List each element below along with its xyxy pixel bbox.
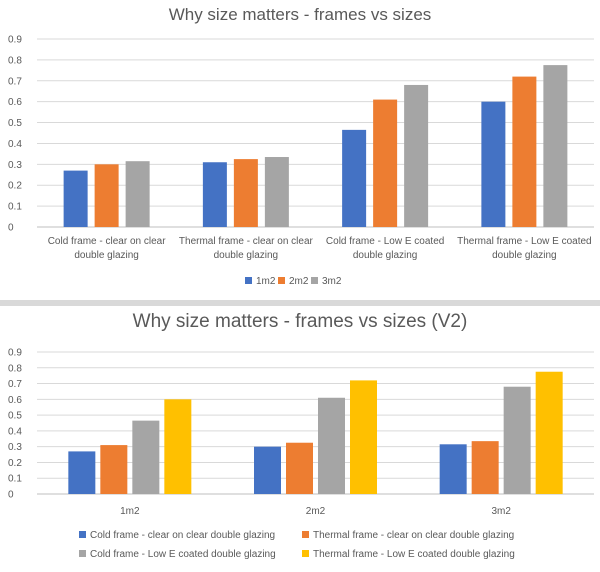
chart-divider: [0, 300, 600, 306]
bar: [373, 99, 398, 227]
bar: [350, 380, 377, 494]
legend-label: 1m2: [256, 276, 276, 287]
bar: [233, 159, 258, 227]
legend-label: Thermal frame - Low E coated double glaz…: [313, 549, 515, 560]
x-tick-label: 2m2: [306, 506, 326, 517]
chart-panel-frames-vs-sizes: Why size matters - frames vs sizes 0 0.1 0…: [8, 5, 594, 287]
bar: [535, 371, 563, 494]
x-tick-label: Cold frame - clear on clear: [48, 236, 166, 247]
bar: [439, 444, 467, 494]
y-tick-label: 0.1: [8, 202, 22, 213]
legend-label: 2m2: [289, 276, 309, 287]
bar-chart-frames-vs-sizes: 0 0.1 0.2 0.3 0.4 0.5 0.6 0.7 0.8 0.9 Cold frame -…: [8, 35, 594, 287]
y-tick-label: 0.4: [8, 426, 22, 437]
bar: [481, 101, 506, 227]
bar: [512, 76, 537, 227]
bar: [503, 386, 531, 494]
bar: [318, 397, 345, 494]
legend-label: Cold frame - Low E coated double glazing: [90, 549, 276, 560]
y-tick-label: 0.8: [8, 363, 22, 374]
y-tick-label: 0.3: [8, 160, 22, 171]
y-tick-label: 0.9: [8, 35, 22, 46]
bar: [543, 65, 568, 227]
legend-label: Cold frame - clear on clear double glazi…: [90, 530, 275, 541]
x-tick-label: 1m2: [120, 506, 140, 517]
legend-swatch: [311, 277, 318, 284]
bar: [342, 129, 367, 227]
y-tick-label: 0.2: [8, 181, 22, 192]
bar: [286, 442, 313, 494]
bar: [132, 420, 160, 494]
x-tick-label: double glazing: [492, 250, 557, 261]
x-tick-label: Thermal frame - Low E coated: [457, 236, 592, 247]
legend-swatch: [79, 550, 86, 557]
y-tick-label: 0.9: [8, 348, 22, 359]
bar: [164, 399, 192, 494]
x-tick-label: double glazing: [74, 250, 139, 261]
chart-title: Why size matters - frames vs sizes: [168, 5, 432, 24]
y-tick-label: 0.2: [8, 458, 22, 469]
y-tick-label: 0.1: [8, 474, 22, 485]
chart-panel-frames-vs-sizes-v2: Why size matters - frames vs sizes (V2) …: [0, 306, 600, 572]
bar: [404, 84, 429, 227]
y-tick-label: 0.8: [8, 55, 22, 66]
y-tick-label: 0: [8, 223, 14, 234]
y-tick-label: 0.5: [8, 118, 22, 129]
legend-swatch: [278, 277, 285, 284]
y-tick-label: 0.3: [8, 442, 22, 453]
bar: [202, 162, 227, 227]
x-tick-label: Thermal frame - clear on clear: [179, 236, 314, 247]
bar: [125, 161, 150, 227]
bar: [264, 157, 289, 227]
x-tick-label: Cold frame - Low E coated: [326, 236, 444, 247]
bar: [94, 164, 119, 227]
bar: [254, 446, 281, 494]
legend-swatch: [302, 550, 309, 557]
y-tick-label: 0.4: [8, 139, 22, 150]
legend-label: Thermal frame - clear on clear double gl…: [313, 530, 514, 541]
x-tick-label: 3m2: [491, 506, 511, 517]
y-tick-label: 0.7: [8, 379, 22, 390]
legend-swatch: [302, 531, 309, 538]
x-tick-label: double glazing: [353, 250, 418, 261]
y-tick-label: 0.6: [8, 97, 22, 108]
y-tick-label: 0: [8, 490, 14, 501]
bar: [68, 451, 96, 494]
y-tick-label: 0.6: [8, 395, 22, 406]
legend-swatch: [79, 531, 86, 538]
bar: [100, 445, 128, 494]
x-tick-label: double glazing: [214, 250, 279, 261]
bar: [63, 170, 88, 227]
bar: [471, 441, 499, 494]
y-tick-label: 0.7: [8, 76, 22, 87]
legend-label: 3m2: [322, 276, 342, 287]
chart-title: Why size matters - frames vs sizes (V2): [132, 311, 468, 332]
bar-chart-frames-vs-sizes-v2: 0 0.1 0.2 0.3 0.4 0.5 0.6 0.7 0.8 0.9 1m2 2m2 3m2 Col…: [8, 348, 594, 560]
legend-swatch: [245, 277, 252, 284]
y-tick-label: 0.5: [8, 411, 22, 422]
